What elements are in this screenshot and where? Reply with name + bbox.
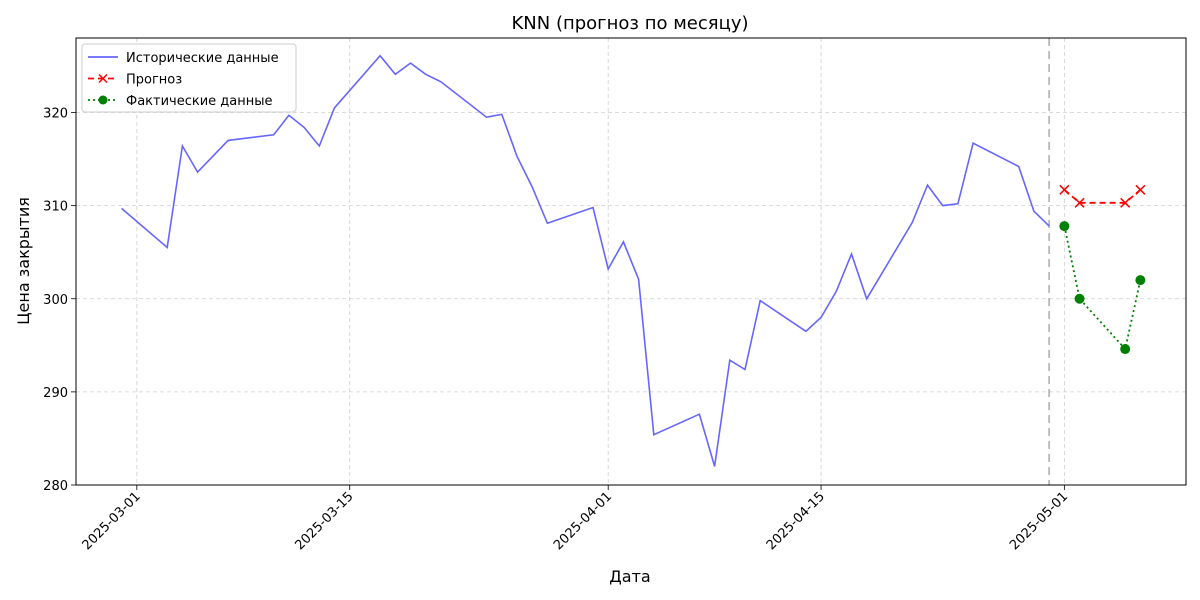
x-tick-label: 2025-03-15 xyxy=(292,489,356,553)
forecast-point xyxy=(1120,197,1131,208)
y-tick-label: 320 xyxy=(43,107,68,122)
forecast-point xyxy=(1135,184,1146,195)
forecast-point xyxy=(1059,184,1070,195)
actual-point xyxy=(1074,293,1085,304)
axes-frame xyxy=(75,37,1187,486)
legend-marker xyxy=(98,73,108,84)
legend-box xyxy=(81,43,297,113)
series-line-2 xyxy=(1063,225,1142,351)
actual-point xyxy=(1059,221,1070,232)
y-axis-label: Цена закрытия xyxy=(14,197,33,325)
forecast-point xyxy=(1074,197,1085,208)
plot-area xyxy=(121,38,1146,485)
y-tick-label: 300 xyxy=(43,293,68,308)
chart-title: KNN (прогноз по месяцу) xyxy=(511,13,748,34)
y-tick-label: 310 xyxy=(43,200,68,215)
actual-point xyxy=(1135,275,1146,286)
x-tick-label: 2025-04-15 xyxy=(764,489,828,553)
x-axis-label: Дата xyxy=(609,567,650,586)
axes: 2025-03-01 2025-03-15 2025-04-01 2025-04-15… xyxy=(43,37,1187,553)
y-tick-label: 280 xyxy=(43,479,68,494)
legend: Исторические данные Прогноз Фактические да… xyxy=(81,43,297,113)
series-line-1 xyxy=(1063,189,1141,204)
legend-label-1: Прогноз xyxy=(126,73,182,88)
x-tick-label: 2025-03-01 xyxy=(80,489,144,553)
series-line-0 xyxy=(121,54,1050,467)
legend-label-2: Фактические данные xyxy=(126,94,273,109)
actual-point xyxy=(1120,344,1131,355)
legend-label-0: Исторические данные xyxy=(126,51,279,66)
y-tick-label: 290 xyxy=(43,386,68,401)
x-tick-label: 2025-04-01 xyxy=(551,489,615,553)
x-tick-label: 2025-05-01 xyxy=(1007,489,1071,553)
legend-marker xyxy=(98,95,108,105)
